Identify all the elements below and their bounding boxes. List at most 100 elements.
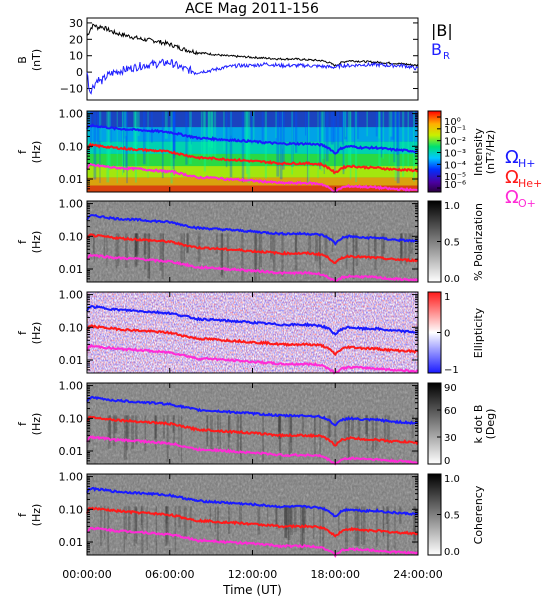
omega-h-label-subscript: H+ (518, 157, 536, 170)
freq-tick-label: 1.00 (59, 198, 84, 211)
noise-streak (112, 415, 116, 447)
spectrum-streak (291, 111, 294, 168)
noise-streak (141, 506, 144, 554)
colorbar-tick-label: 0.0 (444, 547, 460, 558)
noise-streak (183, 506, 187, 539)
figure-title: ACE Mag 2011-156 (185, 1, 319, 17)
colorbar-tick-label: 0.5 (444, 511, 460, 522)
spectrum-streak (394, 111, 397, 181)
noise-streak (413, 506, 416, 544)
colorbar-label: Intensity (472, 128, 485, 176)
spectrum-streak (142, 111, 146, 165)
spectrum-streak (223, 111, 225, 152)
noise-streak (104, 506, 106, 540)
freq-tick-label: 0.10 (59, 140, 84, 153)
noise-streak (125, 415, 128, 451)
bmag-line (86, 23, 419, 67)
omega-he-label: Ω (505, 167, 519, 188)
spectrum-streak (323, 111, 325, 174)
spectrum-streak (357, 111, 359, 139)
noise-streak (308, 233, 312, 255)
panel-1: 1.00 0.10 0.01 f (Hz) 10⁰10⁻¹10⁻²10⁻³10⁻⁴10⁻⁵… (16, 108, 497, 194)
noise-streak (143, 233, 147, 255)
legend-br: B (431, 40, 442, 59)
spectrum-streak (123, 111, 125, 173)
colorbar-tick-label: 10⁻⁵ (444, 172, 466, 183)
time-tick-label: 06:00:00 (145, 568, 194, 581)
b-ytick-label: 10 (69, 50, 83, 63)
spectrum-streak (336, 111, 340, 153)
gyro-h-line (86, 123, 419, 155)
panel-2: 1.00 0.10 0.01 f (Hz) 1.0 0.5 0.0 % Polarization (16, 198, 485, 285)
noise-streak (146, 506, 148, 551)
noise-streak (106, 233, 108, 267)
freq-ylabel: f (16, 421, 29, 426)
colorbar-label: Ellipticity (472, 307, 485, 358)
freq-tick-label: 0.10 (59, 321, 84, 334)
noise-streak (374, 233, 377, 270)
spectrum-streak (306, 111, 309, 183)
spectrum-streak (208, 111, 210, 148)
gyro-he-line (86, 506, 419, 538)
b-panel-frame (86, 17, 419, 101)
time-tick-label: 24:00:00 (393, 568, 442, 581)
spectrum-streak (203, 111, 207, 172)
freq-tick-label: 0.01 (59, 173, 84, 186)
noise-streak (283, 506, 286, 524)
spectrum-streak (305, 111, 307, 136)
spectrum-streak (378, 111, 381, 166)
noise-streak (108, 415, 112, 441)
noise-streak (362, 506, 366, 545)
noise-streak (289, 506, 292, 526)
spectrum-band (87, 166, 418, 178)
noise-streak (295, 233, 297, 253)
freq-tick-label: 0.10 (59, 412, 84, 425)
spectrum-streak (185, 111, 188, 165)
spectrum-streak (342, 111, 346, 142)
noise-streak (174, 506, 177, 552)
noise-streak (302, 506, 305, 534)
noise-streak (267, 506, 269, 528)
noise-streak (274, 506, 277, 527)
noise-streak (186, 233, 189, 254)
noise-streak (334, 415, 337, 446)
spectrum-streak (161, 111, 164, 179)
noise-streak (399, 233, 402, 264)
noise-streak (354, 233, 357, 252)
noise-streak (239, 415, 242, 460)
noise-streak (367, 233, 370, 261)
freq-ylabel-units: (Hz) (30, 322, 43, 345)
b-ytick-label: 0 (76, 66, 83, 79)
colorbar-4 (427, 382, 442, 465)
noise-streak (103, 233, 106, 256)
noise-streak (155, 415, 158, 439)
noise-streak (360, 506, 363, 544)
colorbar-tick-label: 10⁻⁴ (444, 160, 466, 171)
noise-streak (227, 506, 231, 534)
noise-streak (241, 233, 244, 281)
noise-streak (385, 506, 388, 525)
gyro-h-line (86, 304, 419, 336)
spectrum-streak (202, 111, 205, 158)
noise-streak (189, 506, 192, 529)
noise-streak (219, 415, 221, 450)
freq-tick-label: 1.00 (59, 108, 84, 121)
panel-3: 1.00 0.10 0.01 f (Hz) 1 0 −1 Ellipticity (16, 289, 485, 376)
spectrum-band (87, 127, 418, 142)
spectrum-streak (391, 111, 395, 140)
noise-streak (125, 506, 127, 540)
freq-tick-label: 1.00 (59, 380, 84, 393)
time-tick-label: 18:00:00 (311, 568, 360, 581)
noise-streak (180, 415, 183, 463)
spectrum-streak (173, 111, 175, 176)
noise-streak (387, 415, 390, 445)
colorbar-tick-label: 1.0 (444, 474, 460, 485)
noise-streak (215, 233, 218, 254)
spectrum-streak (275, 111, 277, 139)
spectrum-streak (354, 111, 357, 147)
noise-streak (144, 415, 147, 452)
freq-ylabel-units: (Hz) (30, 504, 43, 527)
spectrum-streak (322, 111, 325, 159)
noise-streak (382, 506, 384, 538)
noise-streak (228, 415, 231, 438)
